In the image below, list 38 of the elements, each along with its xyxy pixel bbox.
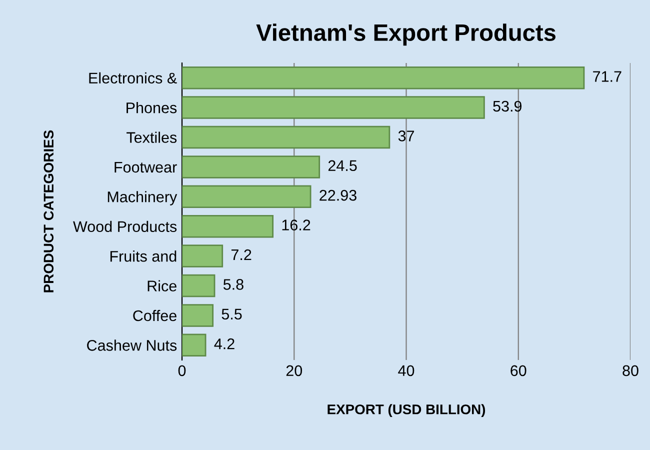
y-tick-label: Wood Products <box>73 220 177 232</box>
x-axis-title: EXPORT (USD BILLION) <box>328 404 486 418</box>
y-tick-label: Fruits and <box>110 250 176 262</box>
bar <box>182 156 320 178</box>
y-tick-label: Footwear <box>114 162 177 173</box>
data-label: 22.93 <box>320 190 356 201</box>
y-tick-label: Electronics & <box>89 72 177 84</box>
bar <box>182 214 274 238</box>
x-tick-label: 0 <box>178 365 186 376</box>
y-tick-label: Phones <box>126 102 177 114</box>
data-label: 24.5 <box>328 160 357 172</box>
y-tick-label: Rice <box>148 280 176 292</box>
x-tick-label: 80 <box>622 365 638 376</box>
data-label: 53.9 <box>493 100 522 112</box>
data-label: 37 <box>398 130 414 142</box>
data-label: 71.7 <box>593 71 622 82</box>
y-tick-label: Cashew Nuts <box>87 340 177 351</box>
bar <box>182 96 485 119</box>
data-label: 16.2 <box>282 220 310 230</box>
bar <box>182 66 585 90</box>
bar <box>182 304 214 327</box>
data-label: 5.5 <box>222 308 242 320</box>
bar <box>182 185 312 208</box>
data-label: 5.8 <box>223 279 244 290</box>
bar <box>182 126 390 149</box>
bar <box>182 244 224 268</box>
y-tick-label: Coffee <box>133 310 176 322</box>
chart-title: Vietnam's Export Products <box>256 24 556 46</box>
x-tick-label: 60 <box>510 365 526 376</box>
bar <box>182 274 216 298</box>
y-axis-title: PRODUCT CATEGORIES <box>44 130 54 292</box>
x-tick-label: 40 <box>398 365 414 376</box>
y-tick-label: Machinery <box>108 191 178 206</box>
data-label: 7.2 <box>231 249 252 260</box>
bar <box>182 334 206 357</box>
data-label: 4.2 <box>214 338 234 350</box>
x-tick-label: 20 <box>286 365 302 376</box>
y-tick-label: Textiles <box>126 132 177 143</box>
